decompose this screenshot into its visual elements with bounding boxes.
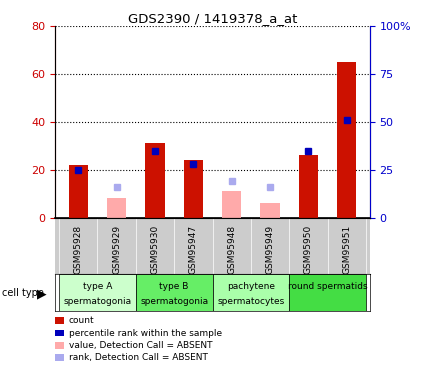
Bar	[145, 143, 164, 218]
Bar	[136, 274, 212, 311]
Bar	[107, 198, 126, 217]
Text: rank, Detection Call = ABSENT: rank, Detection Call = ABSENT	[69, 353, 208, 362]
Text: round spermatids: round spermatids	[288, 282, 367, 291]
Text: value, Detection Call = ABSENT: value, Detection Call = ABSENT	[69, 341, 212, 350]
Bar	[337, 62, 356, 217]
Title: GDS2390 / 1419378_a_at: GDS2390 / 1419378_a_at	[128, 12, 297, 25]
Bar	[69, 165, 88, 218]
Bar	[59, 274, 136, 311]
Text: type A: type A	[83, 282, 112, 291]
Text: type B: type B	[159, 282, 189, 291]
Text: cell type: cell type	[2, 288, 44, 297]
Bar	[299, 155, 318, 218]
Text: count: count	[69, 316, 94, 325]
Bar	[184, 160, 203, 218]
Text: pachytene: pachytene	[227, 282, 275, 291]
Text: spermatogonia: spermatogonia	[63, 297, 131, 306]
Bar	[212, 274, 289, 311]
Text: percentile rank within the sample: percentile rank within the sample	[69, 328, 222, 338]
Text: spermatogonia: spermatogonia	[140, 297, 208, 306]
Bar	[261, 203, 280, 217]
Bar	[289, 274, 366, 311]
Text: ▶: ▶	[37, 288, 47, 301]
Bar	[222, 191, 241, 217]
Text: spermatocytes: spermatocytes	[217, 297, 284, 306]
